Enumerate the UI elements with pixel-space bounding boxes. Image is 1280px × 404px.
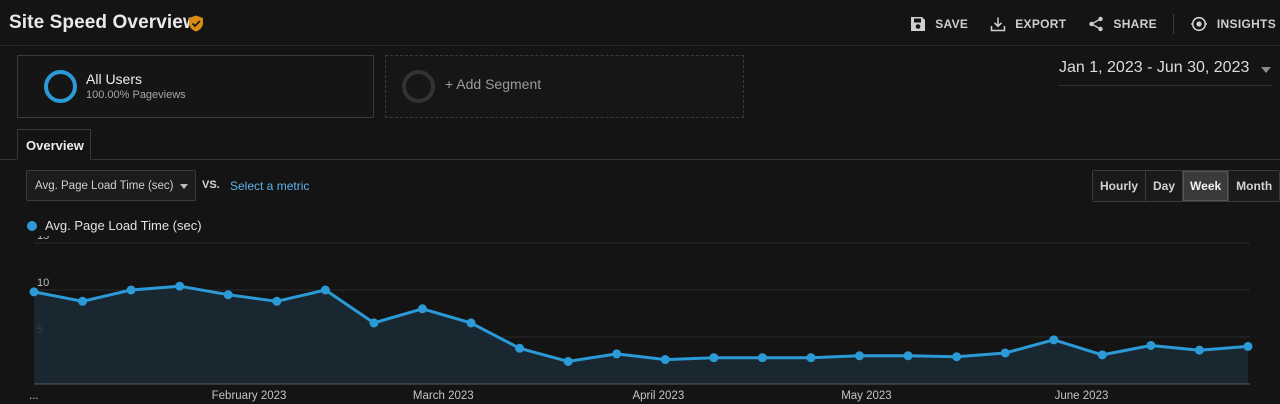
segment-all-users[interactable]: All Users 100.00% Pageviews: [17, 55, 374, 118]
data-point-3: [175, 281, 185, 291]
insights-label: INSIGHTS: [1216, 17, 1276, 31]
data-point-19: [952, 352, 962, 362]
header-actions: SAVE EXPORT SHARE INSIGH: [888, 13, 1276, 35]
data-point-24: [1194, 345, 1204, 355]
add-segment-label: + Add Segment: [445, 76, 542, 92]
report-header: Site Speed Overview SAVE EXPORT: [0, 0, 1280, 46]
data-point-11: [563, 356, 573, 366]
export-icon: [991, 17, 1006, 32]
data-point-13: [660, 355, 670, 365]
x-tick-label-1: February 2023: [212, 390, 287, 402]
save-button[interactable]: SAVE: [910, 16, 968, 32]
data-point-4: [223, 290, 233, 300]
export-button[interactable]: EXPORT: [990, 16, 1066, 32]
data-point-20: [1000, 348, 1010, 358]
x-tick-label-0: ...: [29, 390, 39, 402]
select-metric-link[interactable]: Select a metric: [230, 179, 310, 193]
data-point-8: [417, 304, 427, 314]
caret-down-icon: [180, 184, 188, 189]
x-tick-label-2: March 2023: [413, 390, 474, 402]
data-point-23: [1146, 340, 1156, 350]
granularity-day-button[interactable]: Day: [1145, 171, 1183, 201]
legend-swatch: [27, 221, 37, 231]
data-point-1: [78, 296, 88, 306]
date-range-label: Jan 1, 2023 - Jun 30, 2023: [1059, 59, 1250, 76]
y-tick-label-15: 15: [37, 236, 49, 242]
tab-bar-divider: [0, 159, 1280, 160]
add-segment-button[interactable]: + Add Segment: [385, 55, 744, 118]
primary-metric-dropdown[interactable]: Avg. Page Load Time (sec): [26, 170, 196, 201]
x-tick-label-3: April 2023: [632, 390, 684, 402]
granularity-week-button[interactable]: Week: [1182, 171, 1229, 201]
vs-label: VS.: [202, 179, 220, 191]
data-point-15: [757, 353, 767, 363]
x-axis-ticks: ... February 2023 March 2023 April 2023 May …: [29, 390, 1108, 402]
page-title: Site Speed Overview: [9, 12, 198, 33]
data-point-10: [515, 343, 525, 353]
empty-segment-ring-icon: [402, 70, 435, 103]
data-point-5: [272, 296, 282, 306]
series-area-fill: [34, 286, 1248, 384]
segment-name: All Users: [86, 71, 143, 87]
chevron-down-icon: [1261, 67, 1271, 73]
series-points: [29, 281, 1253, 366]
share-button[interactable]: SHARE: [1088, 16, 1157, 32]
data-point-2: [126, 285, 136, 295]
data-point-9: [466, 318, 476, 328]
data-point-22: [1097, 350, 1107, 360]
save-icon: [911, 17, 926, 31]
x-tick-label-5: June 2023: [1055, 390, 1109, 402]
data-point-16: [806, 353, 816, 363]
segment-color-ring-icon: [44, 70, 77, 103]
data-point-25: [1243, 341, 1253, 351]
export-label: EXPORT: [1015, 17, 1067, 31]
primary-metric-label: Avg. Page Load Time (sec): [35, 180, 174, 192]
legend-label: Avg. Page Load Time (sec): [45, 218, 202, 233]
insights-button[interactable]: INSIGHTS: [1190, 16, 1276, 32]
x-tick-label-4: May 2023: [841, 390, 892, 402]
data-point-14: [709, 353, 719, 363]
granularity-toggle: Hourly Day Week Month: [1092, 170, 1280, 202]
tab-overview[interactable]: Overview: [17, 129, 91, 160]
share-icon: [1089, 16, 1104, 32]
segment-detail: 100.00% Pageviews: [86, 89, 186, 101]
granularity-month-button[interactable]: Month: [1228, 171, 1280, 201]
y-tick-label-10: 10: [37, 277, 49, 289]
data-point-0: [29, 287, 39, 297]
data-point-17: [855, 351, 865, 361]
insights-icon: [1190, 16, 1207, 32]
granularity-hourly-button[interactable]: Hourly: [1093, 171, 1146, 201]
data-point-6: [320, 285, 330, 295]
series-line: [33, 284, 1249, 363]
data-point-12: [612, 349, 622, 359]
actions-divider: [1172, 14, 1174, 34]
save-label: SAVE: [935, 17, 969, 31]
verified-shield-icon: [189, 15, 203, 32]
data-point-21: [1049, 335, 1059, 345]
date-range-picker[interactable]: Jan 1, 2023 - Jun 30, 2023: [1058, 58, 1273, 86]
share-label: SHARE: [1113, 17, 1157, 31]
data-point-7: [369, 318, 379, 328]
data-point-18: [903, 351, 913, 361]
